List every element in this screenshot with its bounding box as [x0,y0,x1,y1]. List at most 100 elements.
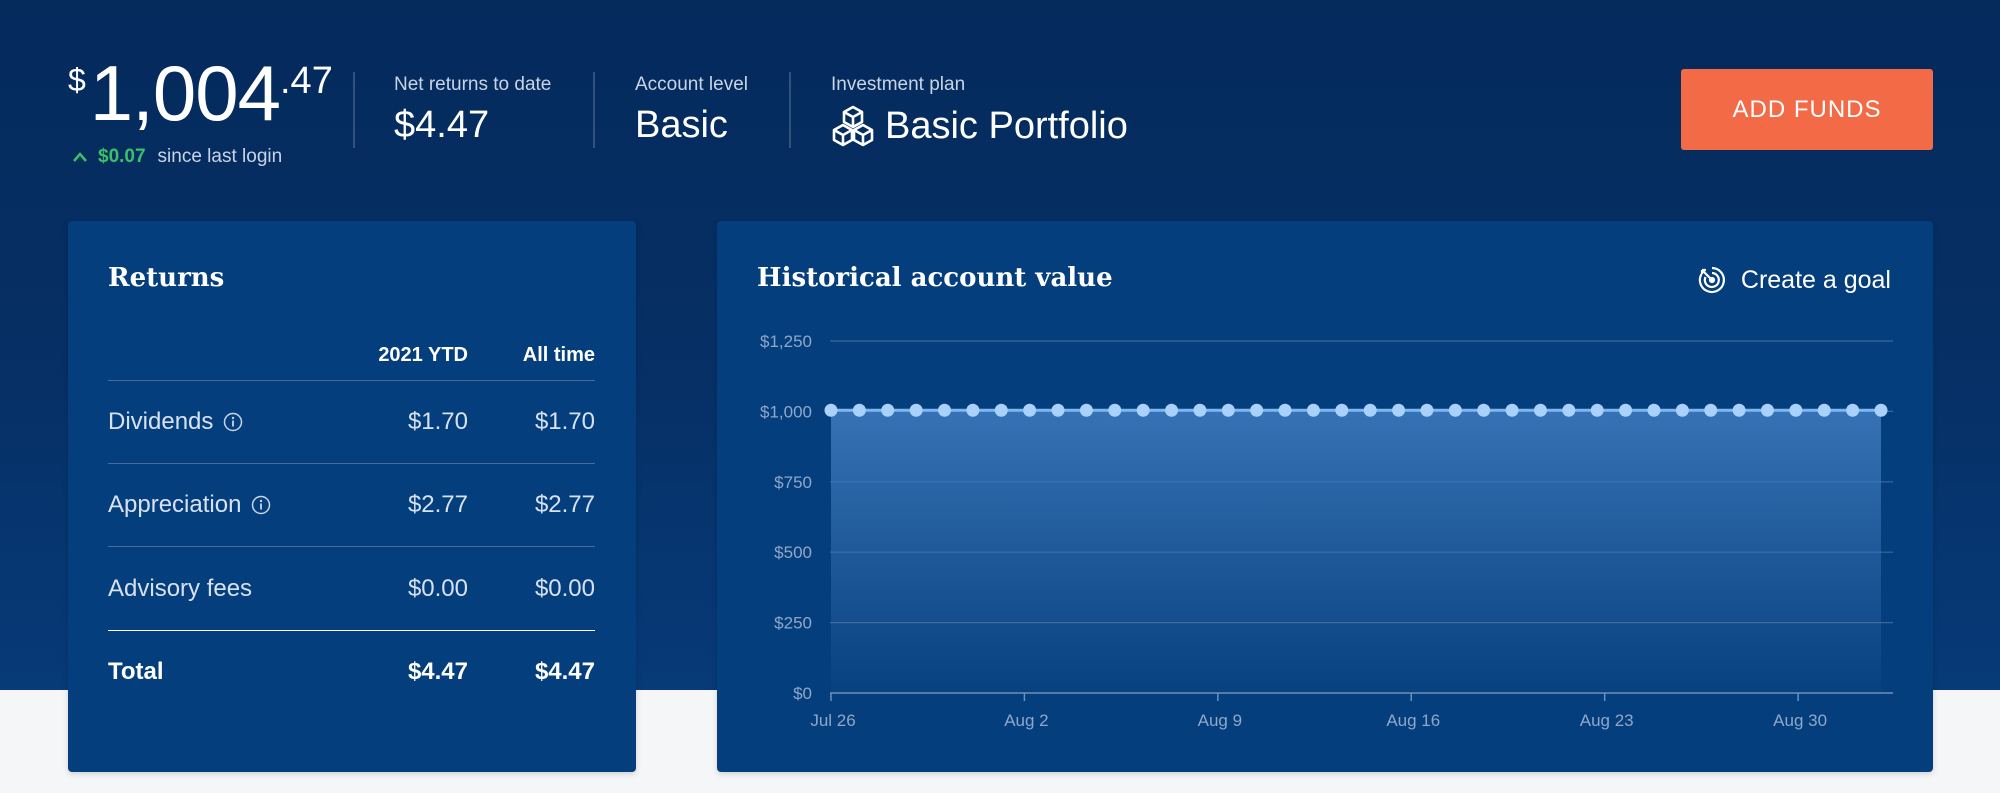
data-point[interactable] [1619,404,1632,417]
balance-change: $0.07 [98,146,146,168]
row-all-time-value: $0.00 [468,575,595,603]
data-point[interactable] [1279,404,1292,417]
create-goal-label: Create a goal [1741,266,1891,295]
balance-whole: 1,004 [90,54,280,132]
chevron-up-icon [72,151,88,163]
data-point[interactable] [1222,404,1235,417]
table-row: Advisory fees $0.00 $0.00 [108,547,595,630]
investment-plan-label: Investment plan [831,74,1128,96]
row-ytd-value: $1.70 [308,408,468,436]
column-all-time: All time [468,344,595,367]
data-point[interactable] [1108,404,1121,417]
series-area [831,410,1881,693]
cubes-icon [831,104,875,148]
data-point[interactable] [1335,404,1348,417]
info-icon[interactable] [223,412,243,432]
returns-title: Returns [108,263,224,293]
data-point[interactable] [1392,404,1405,417]
create-goal-button[interactable]: Create a goal [1697,265,1891,295]
data-point[interactable] [1846,404,1859,417]
row-all-time-value: $2.77 [468,491,595,519]
investment-plan-value: Basic Portfolio [831,104,1128,148]
row-all-time-value: $1.70 [468,408,595,436]
row-label: Advisory fees [108,575,252,603]
data-point[interactable] [1733,404,1746,417]
data-point[interactable] [1647,404,1660,417]
x-tick-label: Jul 26 [810,711,855,730]
total-label: Total [108,658,308,686]
balance-currency: $ [68,64,86,96]
total-ytd-value: $4.47 [308,658,468,686]
since-last-login: $0.07 since last login [72,146,328,168]
data-point[interactable] [1420,404,1433,417]
data-point[interactable] [1307,404,1320,417]
x-tick-label: Aug 23 [1580,711,1634,730]
x-tick-label: Aug 16 [1386,711,1440,730]
data-point[interactable] [1875,404,1888,417]
historical-value-card: $0 $250 $500 $750 $1,000 $1,250 Jul 26 Aug 2 Aug… [717,221,1933,772]
net-returns-stat: Net returns to date $4.47 [394,74,551,147]
target-icon [1697,265,1727,295]
data-point[interactable] [1477,404,1490,417]
data-point[interactable] [910,404,923,417]
data-point[interactable] [825,404,838,417]
investment-plan-stat: Investment plan Basic Portfolio [831,74,1128,148]
data-point[interactable] [1364,404,1377,417]
returns-table-header: 2021 YTD All time [108,331,595,381]
data-point[interactable] [1704,404,1717,417]
data-point[interactable] [1250,404,1263,417]
data-point[interactable] [1193,404,1206,417]
investment-plan-name: Basic Portfolio [885,105,1128,148]
y-tick-label: $1,250 [760,332,812,351]
data-point[interactable] [1052,404,1065,417]
data-point[interactable] [1761,404,1774,417]
x-tick-label: Aug 2 [1004,711,1048,730]
y-tick-label: $1,000 [760,402,812,421]
row-label: Appreciation [108,491,241,519]
data-point[interactable] [1591,404,1604,417]
divider [353,72,355,148]
historical-value-chart: $0 $250 $500 $750 $1,000 $1,250 Jul 26 Aug 2 Aug… [717,221,1933,772]
row-ytd-value: $2.77 [308,491,468,519]
account-balance: $ 1,004 .47 $0.07 since last login [68,54,328,168]
chart-title: Historical account value [757,263,1113,293]
row-label: Dividends [108,408,213,436]
data-point[interactable] [1080,404,1093,417]
table-row: Appreciation $2.77 $2.77 [108,464,595,547]
data-point[interactable] [1165,404,1178,417]
data-point[interactable] [1534,404,1547,417]
data-point[interactable] [966,404,979,417]
data-point[interactable] [1449,404,1462,417]
data-point[interactable] [995,404,1008,417]
since-login-label: since last login [158,146,283,168]
divider [789,72,791,148]
data-point[interactable] [1818,404,1831,417]
add-funds-button[interactable]: ADD FUNDS [1681,69,1933,150]
data-point[interactable] [938,404,951,417]
data-point[interactable] [881,404,894,417]
net-returns-value: $4.47 [394,104,551,147]
data-point[interactable] [1023,404,1036,417]
data-point[interactable] [1562,404,1575,417]
total-row: Total $4.47 $4.47 [108,630,595,713]
divider [593,72,595,148]
x-tick-label: Aug 30 [1773,711,1827,730]
y-tick-label: $500 [774,543,812,562]
column-ytd: 2021 YTD [308,344,468,367]
table-row: Dividends $1.70 $1.70 [108,381,595,464]
data-point[interactable] [1676,404,1689,417]
data-point[interactable] [1506,404,1519,417]
data-point[interactable] [853,404,866,417]
account-summary-header: $ 1,004 .47 $0.07 since last login Net r… [68,54,1933,174]
balance-cents: .47 [280,62,333,100]
y-tick-label: $0 [793,684,812,703]
data-point[interactable] [1789,404,1802,417]
y-tick-label: $750 [774,473,812,492]
data-point[interactable] [1137,404,1150,417]
account-level-stat: Account level Basic [635,74,748,147]
info-icon[interactable] [251,495,271,515]
x-tick-label: Aug 9 [1198,711,1242,730]
row-ytd-value: $0.00 [308,575,468,603]
total-all-time-value: $4.47 [468,658,595,686]
account-level-value: Basic [635,104,748,147]
